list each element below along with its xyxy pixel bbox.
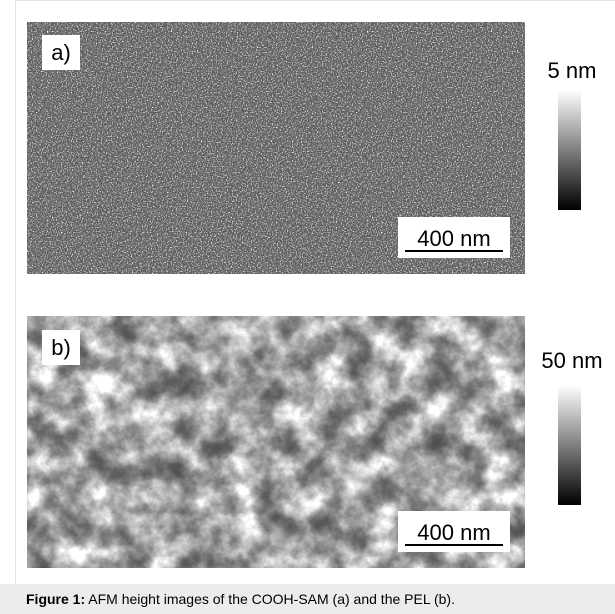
colorbar [558, 90, 581, 210]
scale-bar-label: 400 nm [417, 520, 490, 545]
figure: a) 400 nm 5 nm b) 400 nm 50 nm [0, 0, 615, 584]
caption-text: AFM height images of the COOH-SAM (a) an… [88, 591, 455, 607]
page: a) 400 nm 5 nm b) 400 nm 50 nm Figure 1:… [0, 0, 615, 614]
colorbar-label: 50 nm [541, 348, 602, 373]
panel-label: b) [51, 335, 71, 360]
caption: Figure 1: AFM height images of the COOH-… [0, 584, 615, 614]
scale-bar-label: 400 nm [417, 226, 490, 251]
colorbar-label: 5 nm [548, 58, 597, 83]
panel-label: a) [51, 40, 71, 65]
colorbar [558, 385, 581, 505]
caption-label: Figure 1: [26, 591, 85, 607]
